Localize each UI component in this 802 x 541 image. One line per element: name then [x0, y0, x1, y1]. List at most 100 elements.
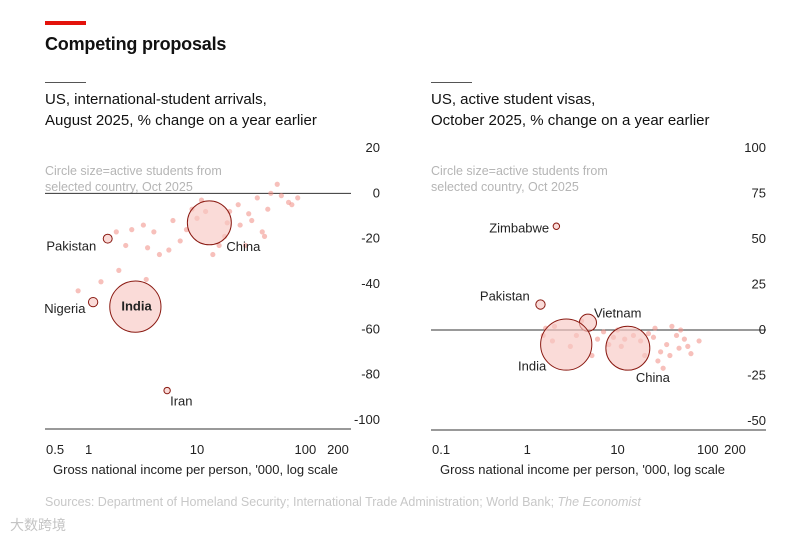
- panel1-x-axis-title: Gross national income per person, '000, …: [440, 462, 725, 477]
- panel1-data-point: [655, 358, 661, 364]
- panel0-data-point: [216, 242, 222, 249]
- panel0-x-tick-label: 100: [295, 442, 317, 457]
- panel0-data-point: [249, 217, 255, 224]
- panel0-data-point: [242, 242, 249, 249]
- panel1-y-tick-label: -25: [747, 368, 766, 383]
- right-size-note-line2: selected country, Oct 2025: [431, 180, 579, 194]
- left-size-note-line1: Circle size=active students from: [45, 164, 222, 178]
- panel1-data-point: [650, 334, 657, 340]
- panel0-y-tick-label: -40: [361, 276, 380, 291]
- panel1-x-tick-label: 100: [697, 442, 719, 457]
- panel0-data-point: [289, 202, 295, 208]
- left-size-note-line2: selected country, Oct 2025: [45, 180, 193, 194]
- left-panel-rule: [45, 82, 86, 83]
- right-title-line2: October 2025, % change on a year earlier: [431, 112, 710, 129]
- panel0-label-pakistan: Pakistan: [46, 239, 96, 254]
- panel1-data-point: [660, 365, 666, 371]
- panel0-bubble-iran: [163, 386, 171, 395]
- panel0-data-point: [237, 222, 243, 228]
- panel1-y-tick-label: 0: [759, 322, 766, 337]
- panel1-y-tick-label: 100: [744, 140, 766, 155]
- panel1-data-point: [685, 343, 691, 349]
- panel1-bubble-pakistan: [535, 299, 546, 310]
- panel1-data-point: [600, 329, 607, 335]
- panel0-y-tick-label: -60: [361, 321, 380, 336]
- panel0-data-point: [98, 279, 104, 285]
- left-title-line1: US, international-student arrivals,: [45, 91, 267, 108]
- right-title-line1: US, active student visas,: [431, 91, 596, 108]
- panel0-y-tick-label: -80: [361, 367, 380, 382]
- panel0-data-point: [144, 245, 151, 251]
- panel1-data-point: [673, 332, 680, 339]
- right-panel-title: US, active student visas, October 2025, …: [431, 89, 761, 131]
- panel1-data-point: [645, 331, 652, 337]
- panel1-data-point: [664, 341, 670, 348]
- right-size-note: Circle size=active students from selecte…: [431, 163, 651, 195]
- panel1-label-zimbabwe: Zimbabwe: [489, 220, 549, 235]
- panel0-y-tick-label: -20: [361, 231, 380, 246]
- panel0-data-point: [170, 217, 176, 224]
- panel0-x-tick-label: 10: [190, 442, 204, 457]
- panel0-data-point: [75, 288, 81, 294]
- panel1-data-point: [669, 323, 675, 329]
- panel1-x-tick-label: 10: [610, 442, 624, 457]
- panel0-data-point: [295, 195, 301, 201]
- panel0-data-point: [116, 267, 122, 273]
- panel1-data-point: [696, 338, 702, 344]
- panel1-data-point: [594, 336, 601, 342]
- panel0-y-tick-label: -100: [354, 412, 380, 427]
- right-panel-rule: [431, 82, 472, 83]
- panel0-data-point: [210, 251, 216, 258]
- panel0-bubble-india: [109, 280, 162, 333]
- panel1-y-tick-label: 50: [752, 231, 766, 246]
- left-size-note: Circle size=active students from selecte…: [45, 163, 265, 195]
- panel1-y-tick-label: 25: [752, 277, 766, 292]
- panel0-x-tick-label: 1: [85, 442, 92, 457]
- panel0-bubble-pakistan: [102, 233, 113, 244]
- source-italic: The Economist: [557, 495, 641, 509]
- panel1-data-point: [658, 349, 664, 355]
- right-size-note-line1: Circle size=active students from: [431, 164, 608, 178]
- panel0-data-point: [261, 233, 268, 239]
- panel0-data-point: [259, 229, 265, 235]
- source-prefix: Sources: Department of Homeland Security…: [45, 495, 555, 509]
- panel1-x-tick-label: 0.1: [432, 442, 450, 457]
- panel1-x-tick-label: 200: [724, 442, 746, 457]
- panel0-data-point: [246, 211, 252, 217]
- left-title-line2: August 2025, % change on a year earlier: [45, 112, 317, 129]
- left-panel-title: US, international-student arrivals, Augu…: [45, 89, 375, 131]
- panel0-x-axis-title: Gross national income per person, '000, …: [53, 462, 338, 477]
- panel0-data-point: [278, 193, 284, 199]
- panel1-label-pakistan: Pakistan: [480, 289, 530, 304]
- panel0-y-tick-label: 0: [373, 185, 380, 200]
- panel0-data-point: [129, 227, 135, 233]
- panel1-label-china: China: [636, 370, 671, 385]
- panel1-y-tick-label: -50: [747, 413, 766, 428]
- panel0-y-tick-label: 20: [366, 140, 380, 155]
- panel1-data-point: [652, 325, 658, 331]
- panel0-data-point: [177, 238, 183, 244]
- panel1-bubble-china: [605, 325, 651, 371]
- panel0-data-point: [143, 276, 149, 283]
- panel1-data-point: [678, 327, 684, 333]
- watermark-text: 大数跨境: [10, 517, 66, 533]
- panel0-x-tick-label: 200: [327, 442, 349, 457]
- source-note: Sources: Department of Homeland Security…: [45, 495, 641, 509]
- panel0-data-point: [268, 190, 274, 196]
- panel0-data-point: [265, 206, 271, 212]
- panel1-bubble-zimbabwe: [552, 222, 561, 230]
- panel1-data-point: [681, 336, 687, 342]
- panel0-data-point: [151, 229, 157, 235]
- panel0-bubble-china: [186, 200, 232, 246]
- panel0-data-point: [254, 195, 260, 201]
- page-title: Competing proposals: [45, 34, 227, 54]
- panel1-data-point: [589, 352, 595, 359]
- accent-bar: [45, 21, 86, 25]
- panel0-data-point: [166, 247, 172, 253]
- panel0-data-point: [123, 242, 129, 249]
- panel1-label-vietnam: Vietnam: [594, 306, 641, 321]
- panel1-bubble-india: [540, 318, 593, 371]
- panel0-label-china: China: [226, 239, 261, 254]
- panel1-y-tick-label: 75: [752, 186, 766, 201]
